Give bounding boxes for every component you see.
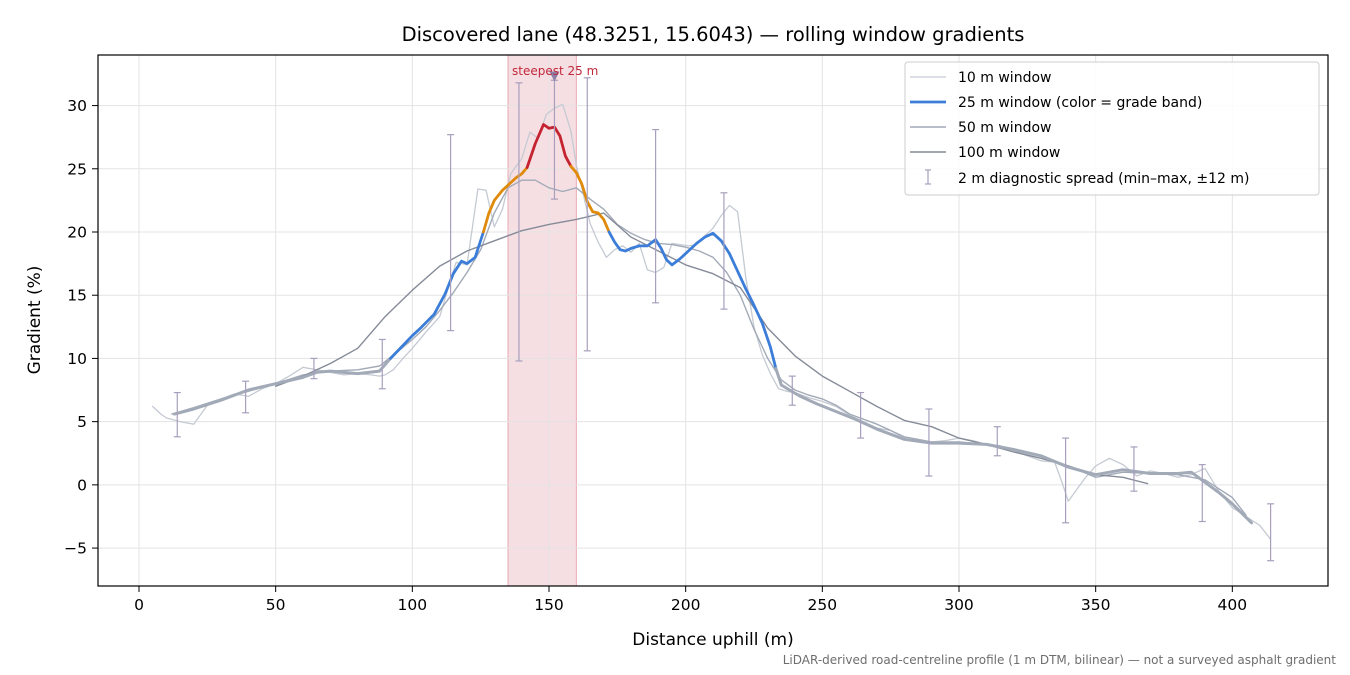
error-bar: [993, 426, 1001, 457]
plot-frame: [97, 54, 1329, 587]
error-bar: [583, 77, 591, 352]
x-tick-label: 300: [944, 596, 974, 614]
steepest-label: steepest 25 m: [512, 64, 598, 78]
series-line-w25-steep: [569, 164, 611, 234]
legend-box: [904, 61, 1320, 196]
error-bar: [925, 408, 933, 477]
error-bar: [447, 134, 455, 332]
steepest-section-highlight: [507, 54, 577, 587]
y-axis-ticks: −5 0 5 10 15 20 25 30: [64, 97, 98, 558]
error-bar: [720, 192, 728, 310]
series-line-w25-steep: [481, 166, 529, 234]
y-tick-label: 10: [67, 350, 87, 368]
diagnostic-spread-error-bars: [173, 77, 1275, 562]
x-tick-label: 50: [266, 596, 286, 614]
y-tick-label: −5: [64, 540, 87, 558]
error-bar: [1267, 503, 1275, 562]
y-tick-label: 25: [67, 160, 87, 178]
y-tick-label: 0: [77, 476, 87, 494]
legend-label-w25: 25 m window (color = grade band): [958, 95, 1202, 111]
error-bar: [310, 357, 318, 380]
error-bar: [857, 391, 865, 439]
error-bar: [378, 338, 386, 390]
y-tick-label: 15: [67, 287, 87, 305]
legend-label-w10: 10 m window: [958, 70, 1051, 86]
legend-swatch-spread: [925, 169, 931, 185]
x-tick-label: 350: [1081, 596, 1111, 614]
series-line-w10: [152, 103, 1272, 540]
error-bar: [173, 391, 181, 438]
error-bar: [1062, 437, 1070, 524]
series-line-w25-moderate: [389, 230, 485, 360]
x-axis-ticks: 0 50 100 150 200 250 300 350 400: [134, 586, 1247, 614]
legend-label-w100: 100 m window: [958, 145, 1060, 161]
x-tick-label: 250: [808, 596, 838, 614]
error-bar: [788, 375, 796, 406]
y-axis-label: Gradient (%): [25, 266, 45, 375]
series-layer: [152, 103, 1272, 540]
series-line-w25-easy: [173, 356, 392, 416]
error-bar: [1198, 464, 1206, 523]
series-line-w100: [275, 212, 1149, 485]
series-line-w25-easy: [774, 367, 1253, 525]
error-bar: [242, 380, 250, 414]
x-tick-label: 0: [134, 596, 144, 614]
y-tick-label: 5: [77, 413, 87, 431]
x-tick-label: 150: [534, 596, 564, 614]
x-tick-label: 100: [398, 596, 428, 614]
x-tick-label: 400: [1218, 596, 1248, 614]
legend: 10 m window 25 m window (color = grade b…: [904, 61, 1320, 196]
legend-label-w50: 50 m window: [958, 120, 1051, 136]
error-bar: [1130, 446, 1138, 492]
x-axis-label: Distance uphill (m): [632, 630, 793, 650]
steepest-peak-marker: [549, 71, 560, 82]
y-tick-label: 20: [67, 224, 87, 242]
error-bar: [652, 128, 660, 304]
y-tick-label: 30: [67, 97, 87, 115]
series-line-w25-extreme: [525, 123, 573, 169]
error-bar: [515, 82, 523, 362]
footnote: LiDAR-derived road-centreline profile (1…: [783, 653, 1337, 667]
x-tick-label: 200: [671, 596, 701, 614]
legend-label-spread: 2 m diagnostic spread (min–max, ±12 m): [958, 171, 1249, 187]
series-line-w25-moderate: [607, 230, 778, 370]
chart-title: Discovered lane (48.3251, 15.6043) — rol…: [402, 23, 1025, 46]
